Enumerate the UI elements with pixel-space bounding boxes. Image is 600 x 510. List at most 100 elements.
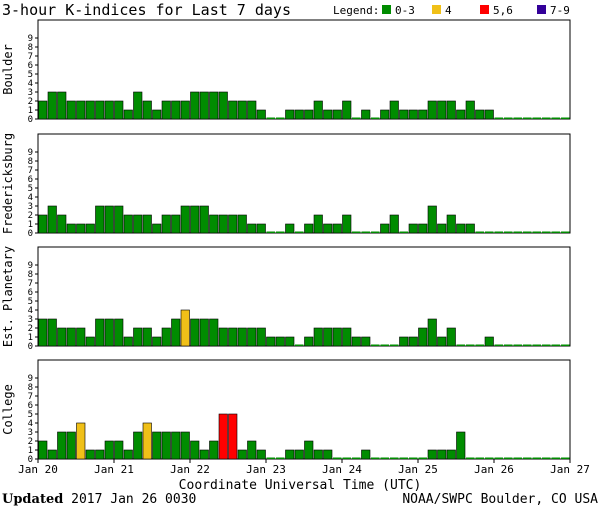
k-index-bar xyxy=(171,318,181,347)
panel-frame xyxy=(37,19,571,120)
y-tick-label: 5 xyxy=(28,410,33,420)
k-index-bar xyxy=(57,327,67,347)
k-index-bar xyxy=(456,431,466,460)
k-index-bar-zero xyxy=(475,457,484,459)
k-index-bar xyxy=(332,327,342,347)
k-index-bar xyxy=(66,431,76,460)
x-tick-label: Jan 20 xyxy=(18,463,58,476)
k-index-bar xyxy=(218,413,228,460)
y-tick-label: 8 xyxy=(28,383,33,393)
x-tick-label: Jan 27 xyxy=(550,463,590,476)
updated-footer: Updated 2017 Jan 26 0030 xyxy=(2,492,196,507)
k-index-bar xyxy=(152,336,162,347)
k-index-bar xyxy=(209,91,219,120)
y-tick-label: 4 xyxy=(28,79,33,89)
k-index-bar xyxy=(209,440,219,460)
k-index-bar-zero xyxy=(371,231,380,233)
k-index-bar xyxy=(228,100,238,120)
k-index-bar xyxy=(408,223,418,234)
k-index-bar xyxy=(142,214,152,234)
k-index-bar xyxy=(342,100,352,120)
k-index-bar xyxy=(123,336,133,347)
k-index-bar xyxy=(456,109,466,120)
y-tick-label: 9 xyxy=(28,261,33,271)
k-index-bar xyxy=(161,214,171,234)
k-index-bar-zero xyxy=(456,344,465,346)
k-index-bar xyxy=(446,214,456,234)
k-index-bar xyxy=(171,431,181,460)
y-tick-label: 5 xyxy=(28,184,33,194)
k-index-bar-zero xyxy=(551,231,560,233)
k-index-bar xyxy=(237,214,247,234)
k-index-bar xyxy=(104,100,114,120)
k-index-bar-zero xyxy=(352,117,361,119)
k-index-bar xyxy=(418,223,428,234)
y-tick-label: 2 xyxy=(28,211,33,221)
k-index-bar xyxy=(256,223,266,234)
y-tick-label: 4 xyxy=(28,193,33,203)
y-tick-label: 9 xyxy=(28,374,33,384)
k-index-bar xyxy=(247,223,257,234)
k-index-bar xyxy=(342,327,352,347)
k-index-bar xyxy=(218,91,228,120)
y-tick-label: 8 xyxy=(28,270,33,280)
k-index-bar xyxy=(228,327,238,347)
k-index-bar xyxy=(332,109,342,120)
k-index-bar-zero xyxy=(295,231,304,233)
k-index-bar xyxy=(446,100,456,120)
legend-item-label-2: 5,6 xyxy=(493,4,513,17)
y-tick-label: 2 xyxy=(28,324,33,334)
k-index-bar xyxy=(104,318,114,347)
y-tick-label: 7 xyxy=(28,52,33,62)
k-index-bar-zero xyxy=(523,457,532,459)
k-index-bar xyxy=(38,100,48,120)
k-index-bar xyxy=(465,223,475,234)
k-index-bar xyxy=(446,449,456,460)
k-index-bar xyxy=(228,413,238,460)
k-index-bar-zero xyxy=(532,231,541,233)
k-index-bar xyxy=(342,214,352,234)
k-index-bar xyxy=(304,109,314,120)
k-index-bar xyxy=(465,100,475,120)
k-index-bar-zero xyxy=(399,457,408,459)
legend-item-label-0: 0-3 xyxy=(395,4,415,17)
k-index-bar-zero xyxy=(485,457,494,459)
k-index-bar xyxy=(427,205,437,234)
y-tick-label: 6 xyxy=(28,175,33,185)
k-index-bar xyxy=(446,327,456,347)
k-index-bar xyxy=(76,327,86,347)
k-index-bar xyxy=(256,449,266,460)
k-index-bar xyxy=(484,336,494,347)
panel-frame xyxy=(37,246,571,347)
k-index-bar xyxy=(38,318,48,347)
k-index-bar xyxy=(323,109,333,120)
legend-swatch-1 xyxy=(432,5,441,14)
k-index-bar-zero xyxy=(513,117,522,119)
x-tick-label: Jan 22 xyxy=(170,463,210,476)
y-tick-label: 9 xyxy=(28,34,33,44)
y-tick-label: 4 xyxy=(28,419,33,429)
k-index-bar xyxy=(95,205,105,234)
x-tick-label: Jan 23 xyxy=(246,463,286,476)
k-index-bar xyxy=(180,205,190,234)
y-tick-label: 0 xyxy=(28,115,33,125)
updated-timestamp: 2017 Jan 26 0030 xyxy=(71,492,197,507)
y-tick-label: 0 xyxy=(28,342,33,352)
k-index-bar xyxy=(389,214,399,234)
y-tick-label: 7 xyxy=(28,279,33,289)
k-index-bar xyxy=(247,440,257,460)
k-index-bar-zero xyxy=(551,117,560,119)
k-index-bar-zero xyxy=(494,457,503,459)
k-index-bar xyxy=(142,422,152,460)
y-tick-label: 3 xyxy=(28,88,33,98)
k-index-bar-zero xyxy=(561,117,570,119)
chart-panels: 0123456789Boulder0123456789Fredericksbur… xyxy=(1,19,571,465)
y-tick-label: 1 xyxy=(28,220,33,230)
x-axis: Jan 20 Jan 21 Jan 22 Jan 23 Jan 24 Jan 25 Jan … xyxy=(18,459,590,476)
y-tick-label: 3 xyxy=(28,202,33,212)
k-index-bar-zero xyxy=(513,457,522,459)
k-index-bar xyxy=(123,449,133,460)
k-index-bar xyxy=(180,100,190,120)
k-index-bar-zero xyxy=(532,117,541,119)
